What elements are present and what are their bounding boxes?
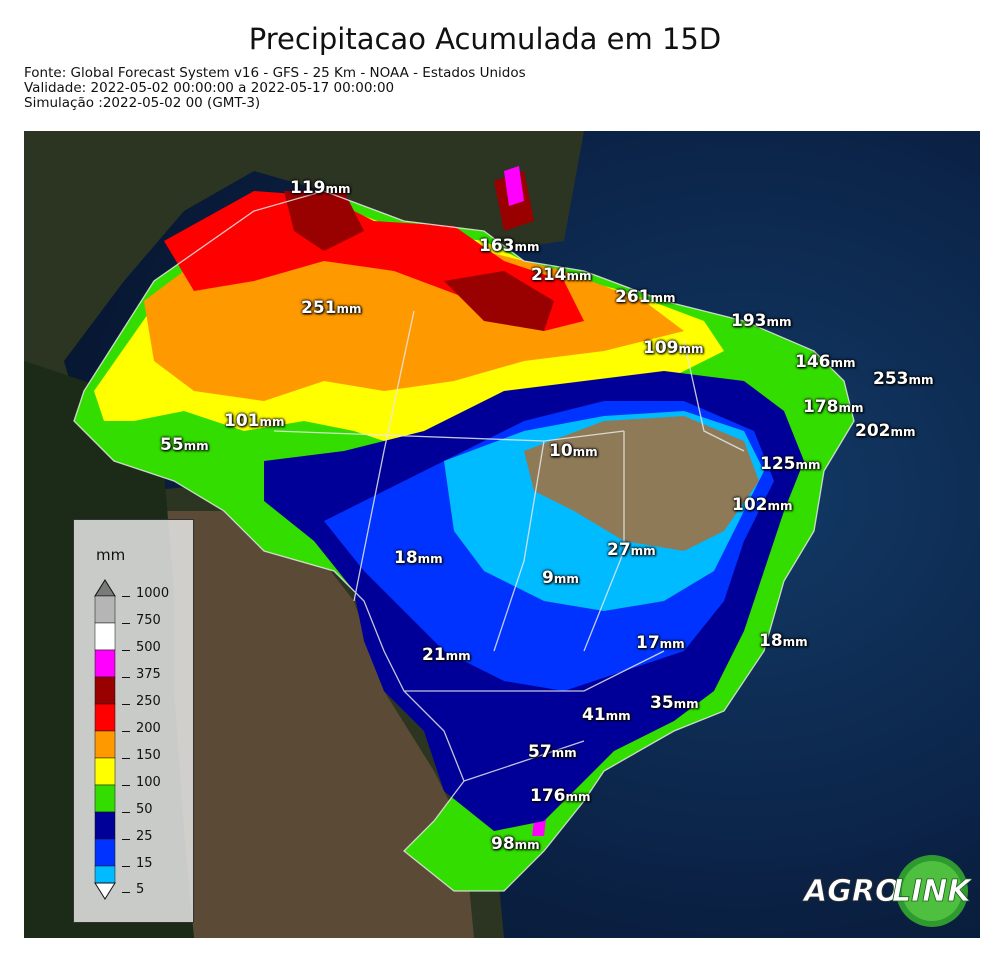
value-label: 18mm: [394, 548, 443, 568]
logo-graphic: AGRO LINK: [802, 855, 974, 927]
legend-tick-label: 15: [136, 856, 153, 871]
legend-tick-label: 200: [136, 721, 161, 736]
value-label: 98mm: [491, 834, 540, 854]
map-graphic: [24, 131, 980, 938]
value-label: 146mm: [795, 352, 856, 372]
source-line: Fonte: Global Forecast System v16 - GFS …: [24, 65, 526, 81]
color-legend: mm 1000 750 500 375 250 200 150 100 50 2…: [73, 519, 194, 923]
legend-tick-label: 500: [136, 640, 161, 655]
value-label: 163mm: [479, 236, 540, 256]
andes-land: [144, 511, 474, 938]
value-label: 193mm: [731, 311, 792, 331]
map-metadata: Fonte: Global Forecast System v16 - GFS …: [24, 66, 526, 111]
value-label: 18mm: [759, 631, 808, 651]
rain-below-5: [524, 416, 759, 551]
legend-tick-label: 150: [136, 748, 161, 763]
value-label: 41mm: [582, 705, 631, 725]
value-label: 35mm: [650, 693, 699, 713]
agrolink-logo: AGRO LINK: [800, 853, 974, 929]
value-label: 55mm: [160, 435, 209, 455]
legend-tick-label: 750: [136, 613, 161, 628]
rain-250-375: [284, 171, 554, 331]
legend-colorbar: [94, 579, 116, 900]
simulation-line: Simulação :2022-05-02 00 (GMT-3): [24, 95, 261, 111]
value-label: 10mm: [549, 441, 598, 461]
validity-line: Validade: 2022-05-02 00:00:00 a 2022-05-…: [24, 80, 395, 96]
svg-text:AGRO: AGRO: [802, 874, 900, 909]
legend-tick-label: 100: [136, 775, 161, 790]
legend-tick-label: 50: [136, 802, 153, 817]
legend-unit: mm: [96, 546, 126, 564]
legend-tick-label: 375: [136, 667, 161, 682]
value-label: 109mm: [643, 338, 704, 358]
map-title: Precipitacao Acumulada em 15D: [248, 22, 722, 56]
value-label: 27mm: [607, 540, 656, 560]
value-label: 253mm: [873, 369, 934, 389]
value-label: 9mm: [542, 568, 579, 588]
value-label: 101mm: [224, 411, 285, 431]
value-label: 102mm: [732, 495, 793, 515]
legend-tick-label: 25: [136, 829, 153, 844]
precipitation-map: 119mm 163mm 214mm 261mm 251mm 193mm 109m…: [24, 131, 980, 938]
value-label: 178mm: [803, 397, 864, 417]
legend-tick-label: 250: [136, 694, 161, 709]
state-borders: [73, 190, 855, 892]
legend-tick-label: 1000: [136, 586, 170, 601]
legend-tick-label: 5: [136, 882, 145, 897]
value-label: 17mm: [636, 633, 685, 653]
value-label: 214mm: [531, 265, 592, 285]
value-label: 119mm: [290, 178, 351, 198]
value-label: 176mm: [530, 786, 591, 806]
value-label: 57mm: [528, 742, 577, 762]
value-label: 202mm: [855, 421, 916, 441]
svg-text:LINK: LINK: [892, 874, 972, 909]
value-label: 21mm: [422, 645, 471, 665]
value-label: 261mm: [615, 287, 676, 307]
value-label: 251mm: [301, 298, 362, 318]
value-label: 125mm: [760, 454, 821, 474]
